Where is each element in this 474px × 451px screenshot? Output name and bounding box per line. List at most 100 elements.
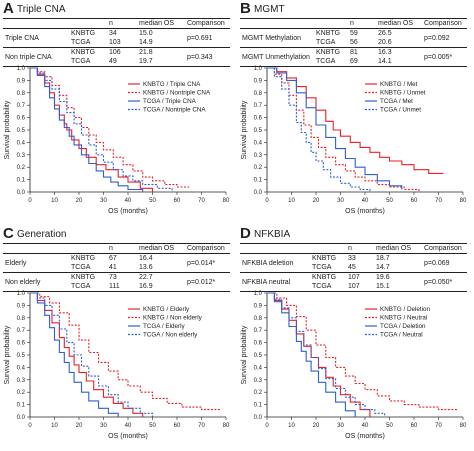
- legend-label: KNBTG / Neutral: [380, 315, 427, 322]
- table-row: NFKBIA neutral KNBTG 107 19.6 p=0.050*: [240, 273, 467, 286]
- x-axis-label: OS (months): [108, 433, 148, 440]
- legend-label: TCGA / Met: [380, 98, 413, 105]
- n-cell: 73: [109, 274, 117, 281]
- y-tick-label: 0.2: [254, 165, 263, 171]
- header-cell: n: [348, 245, 352, 252]
- survival-curve: [267, 292, 386, 417]
- legend-label: KNBTG / Deletion: [380, 306, 431, 313]
- panel-letter: A: [3, 0, 14, 17]
- survival-curve: [267, 67, 403, 190]
- group-label: MGMT Methylation: [242, 34, 301, 42]
- y-tick-label: 0.9: [17, 303, 26, 309]
- x-tick-label: 30: [337, 423, 344, 429]
- survival-curve: [30, 67, 173, 192]
- y-tick-label: 0.9: [17, 78, 26, 84]
- median-cell: 14.1: [378, 58, 392, 65]
- x-tick-label: 60: [174, 423, 181, 429]
- y-tick-label: 0.7: [17, 328, 26, 334]
- p-value-cell: p=0.343: [187, 53, 213, 61]
- km-plot: 0.0 0.1 0.2 0.3 0.4 0.5 0.6 0.7 0.8 0.9 1.0 0 10 20 30…: [4, 66, 230, 215]
- p-value-cell: p=0.092: [424, 34, 450, 42]
- panel-c: C Generation n median OS Comparison Elde…: [0, 225, 237, 450]
- median-cell: 21.8: [139, 49, 153, 56]
- n-cell: 107: [348, 274, 360, 281]
- y-tick-label: 0.3: [254, 378, 263, 384]
- table-row: Elderly KNBTG 67 16.4 p=0.014*: [3, 254, 230, 267]
- legend-label: KNBTG / Nontriple CNA: [143, 90, 211, 97]
- table-header-row: n median OS Comparison: [3, 243, 230, 254]
- median-cell: 19.6: [376, 274, 390, 281]
- header-cell: Comparison: [187, 20, 225, 27]
- y-tick-label: 0.9: [254, 78, 263, 84]
- y-tick-label: 0.7: [254, 328, 263, 334]
- cohort-cell: TCGA: [71, 39, 91, 46]
- legend-label: KNBTG / Elderly: [143, 306, 190, 313]
- header-cell: [240, 244, 310, 254]
- median-cell: 16.4: [139, 255, 153, 262]
- stats-table: n median OS Comparison Elderly KNBTG 67 …: [3, 243, 230, 292]
- y-tick-label: 0.1: [254, 178, 263, 184]
- n-cell: 106: [109, 49, 121, 56]
- median-cell: 16.3: [378, 49, 392, 56]
- y-tick-label: 1.0: [254, 66, 263, 72]
- p-value-cell: p=0.050*: [424, 278, 453, 286]
- x-tick-label: 10: [288, 198, 295, 204]
- header-cell: [310, 244, 346, 254]
- y-axis-label: Survival probability: [241, 325, 248, 384]
- group-label: Non elderly: [5, 278, 41, 286]
- table-header-row: n median OS Comparison: [240, 18, 467, 29]
- x-tick-label: 50: [149, 198, 156, 204]
- x-tick-label: 20: [76, 423, 83, 429]
- header-cell: Comparison: [424, 20, 462, 27]
- table-row: TCGA 107 15.1: [240, 282, 467, 292]
- y-tick-label: 0.8: [254, 91, 263, 97]
- n-cell: 67: [109, 255, 117, 262]
- stats-table: n median OS Comparison MGMT Methylation …: [240, 18, 467, 67]
- cohort-cell: KNBTG: [316, 49, 341, 56]
- cohort-cell: KNBTG: [312, 255, 337, 262]
- n-cell: 107: [348, 283, 360, 290]
- y-tick-label: 0.7: [254, 103, 263, 109]
- km-plot: 0.0 0.1 0.2 0.3 0.4 0.5 0.6 0.7 0.8 0.9 1.0 0 10 20 30…: [4, 291, 230, 440]
- x-tick-label: 0: [28, 198, 32, 204]
- group-label: NFKBIA neutral: [242, 278, 291, 286]
- group-label: Triple CNA: [5, 34, 39, 42]
- header-cell: median OS: [376, 245, 412, 252]
- y-tick-label: 0.5: [17, 128, 26, 134]
- x-tick-label: 70: [435, 423, 442, 429]
- cohort-cell: KNBTG: [312, 274, 337, 281]
- y-tick-label: 0.3: [17, 378, 26, 384]
- n-cell: 34: [109, 30, 117, 37]
- group-label: NFKBIA deletion: [242, 259, 294, 267]
- median-cell: 15.0: [139, 30, 153, 37]
- panel-letter: C: [3, 225, 14, 242]
- header-cell: n: [109, 245, 113, 252]
- y-tick-label: 0.0: [254, 190, 263, 196]
- x-axis-label: OS (months): [345, 208, 385, 215]
- table-row: TCGA 49 19.7: [3, 57, 230, 67]
- header-cell: [69, 19, 107, 29]
- header-cell: median OS: [378, 20, 414, 27]
- median-cell: 19.7: [139, 58, 153, 65]
- x-tick-label: 20: [76, 198, 83, 204]
- x-tick-label: 10: [51, 198, 58, 204]
- legend-label: TCGA / Non elderly: [143, 332, 198, 339]
- n-cell: 103: [109, 39, 121, 46]
- y-tick-label: 0.2: [17, 390, 26, 396]
- x-tick-label: 80: [223, 198, 230, 204]
- x-axis-label: OS (months): [345, 433, 385, 440]
- cohort-cell: TCGA: [316, 39, 336, 46]
- legend-label: TCGA / Nontriple CNA: [143, 107, 206, 114]
- survival-curve: [267, 67, 371, 192]
- x-tick-label: 80: [223, 423, 230, 429]
- y-tick-label: 0.2: [254, 390, 263, 396]
- x-tick-label: 70: [435, 198, 442, 204]
- median-cell: 14.9: [139, 39, 153, 46]
- table-row: TCGA 111 16.9: [3, 282, 230, 292]
- x-tick-label: 20: [313, 423, 320, 429]
- group-label: Elderly: [5, 259, 27, 267]
- n-cell: 81: [350, 49, 358, 56]
- n-cell: 41: [109, 264, 117, 271]
- y-tick-label: 0.5: [254, 128, 263, 134]
